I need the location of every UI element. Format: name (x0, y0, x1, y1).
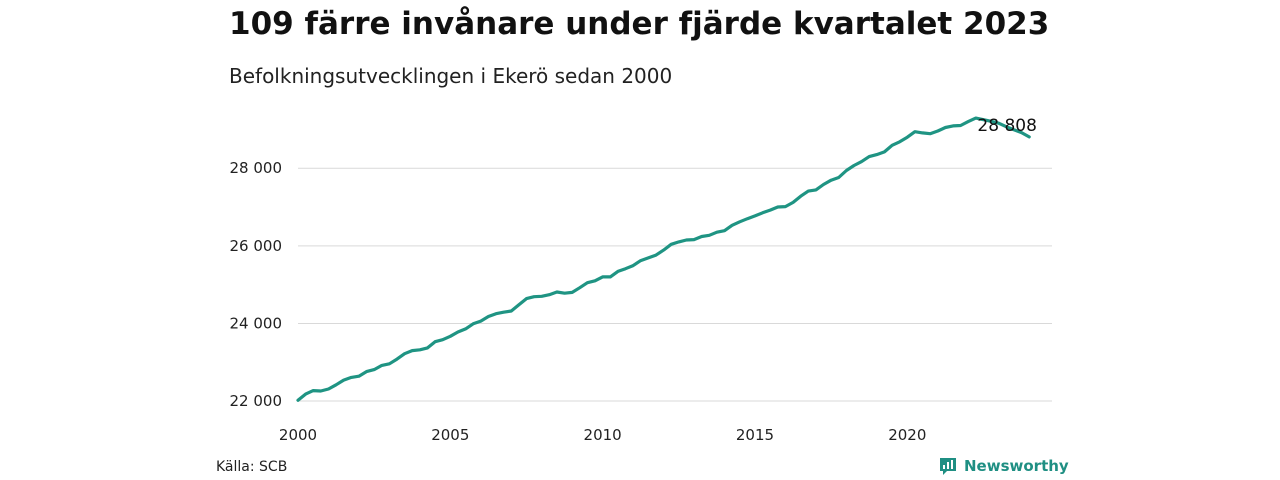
y-tick-label: 26 000 (230, 237, 283, 255)
x-tick-label: 2005 (431, 426, 469, 444)
brand-name: Newsworthy (964, 457, 1069, 475)
y-tick-label: 24 000 (230, 314, 283, 332)
brand-logo[interactable]: Newsworthy (938, 456, 1069, 476)
chart-subtitle: Befolkningsutvecklingen i Ekerö sedan 20… (229, 64, 673, 88)
x-tick-label: 2000 (279, 426, 317, 444)
end-value-label: 28 808 (977, 116, 1036, 136)
x-tick-label: 2020 (888, 426, 926, 444)
y-axis-ticks: 22 000 24 000 26 000 28 000 (230, 159, 283, 410)
newsworthy-logo-icon (940, 458, 956, 475)
x-tick-label: 2015 (736, 426, 774, 444)
source-note: Källa: SCB (216, 459, 288, 475)
series-line (296, 116, 1031, 402)
gridlines (298, 167, 1052, 402)
x-tick-label: 2010 (584, 426, 622, 444)
series-layer (296, 116, 1031, 402)
y-tick-label: 28 000 (230, 159, 283, 177)
x-axis-ticks: 2000 2005 2010 2015 2020 (279, 426, 926, 444)
chart-title: 109 färre invånare under fjärde kvartale… (229, 6, 1050, 42)
y-tick-label: 22 000 (230, 392, 283, 410)
